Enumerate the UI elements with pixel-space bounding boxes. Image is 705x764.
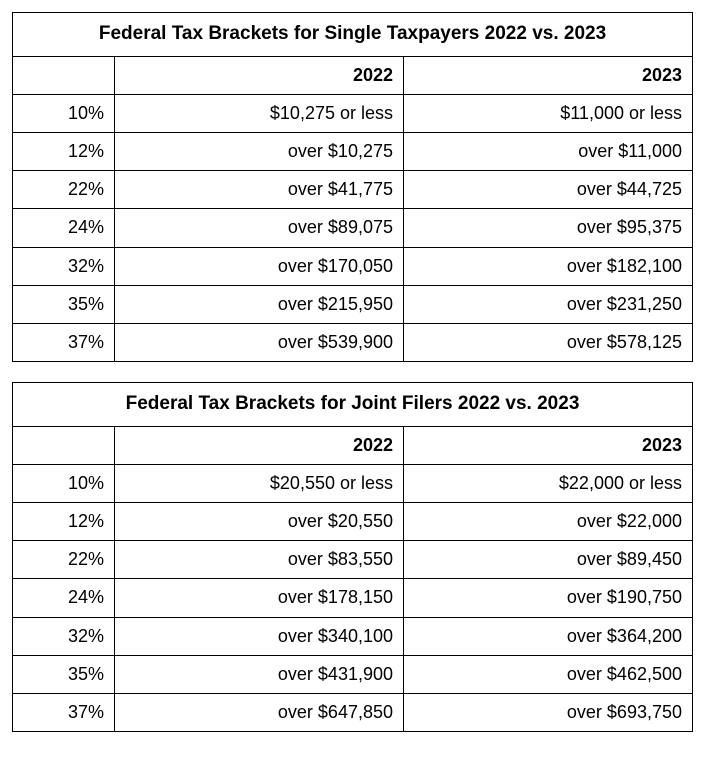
table-row: 37% over $647,850 over $693,750 bbox=[13, 694, 693, 732]
cell-rate: 12% bbox=[13, 132, 115, 170]
col-header-2023: 2023 bbox=[404, 426, 693, 464]
cell-2022: over $83,550 bbox=[115, 541, 404, 579]
cell-2022: over $340,100 bbox=[115, 617, 404, 655]
cell-2022: over $215,950 bbox=[115, 285, 404, 323]
table-row: 24% over $178,150 over $190,750 bbox=[13, 579, 693, 617]
cell-2022: over $647,850 bbox=[115, 694, 404, 732]
cell-rate: 22% bbox=[13, 171, 115, 209]
cell-rate: 35% bbox=[13, 285, 115, 323]
cell-2022: over $539,900 bbox=[115, 323, 404, 361]
cell-rate: 32% bbox=[13, 617, 115, 655]
table-row: 35% over $431,900 over $462,500 bbox=[13, 655, 693, 693]
table-title: Federal Tax Brackets for Joint Filers 20… bbox=[13, 383, 693, 427]
cell-2022: over $41,775 bbox=[115, 171, 404, 209]
cell-2023: over $578,125 bbox=[404, 323, 693, 361]
table-row: 32% over $170,050 over $182,100 bbox=[13, 247, 693, 285]
cell-2022: over $89,075 bbox=[115, 209, 404, 247]
col-header-2022: 2022 bbox=[115, 426, 404, 464]
table-row: 37% over $539,900 over $578,125 bbox=[13, 323, 693, 361]
table-row: 22% over $83,550 over $89,450 bbox=[13, 541, 693, 579]
cell-2023: over $22,000 bbox=[404, 503, 693, 541]
joint-filers-table-wrap: Federal Tax Brackets for Joint Filers 20… bbox=[12, 382, 693, 732]
cell-rate: 10% bbox=[13, 94, 115, 132]
cell-2023: over $462,500 bbox=[404, 655, 693, 693]
cell-2022: $10,275 or less bbox=[115, 94, 404, 132]
table-row: 12% over $10,275 over $11,000 bbox=[13, 132, 693, 170]
table-row: 10% $10,275 or less $11,000 or less bbox=[13, 94, 693, 132]
table-row: 22% over $41,775 over $44,725 bbox=[13, 171, 693, 209]
col-header-2022: 2022 bbox=[115, 56, 404, 94]
table-row: 35% over $215,950 over $231,250 bbox=[13, 285, 693, 323]
cell-rate: 37% bbox=[13, 323, 115, 361]
cell-2023: over $231,250 bbox=[404, 285, 693, 323]
cell-2023: over $89,450 bbox=[404, 541, 693, 579]
joint-filers-table: Federal Tax Brackets for Joint Filers 20… bbox=[12, 382, 693, 732]
cell-2022: over $20,550 bbox=[115, 503, 404, 541]
table-header-row: 2022 2023 bbox=[13, 426, 693, 464]
cell-2023: over $182,100 bbox=[404, 247, 693, 285]
table-header-row: 2022 2023 bbox=[13, 56, 693, 94]
table-row: 24% over $89,075 over $95,375 bbox=[13, 209, 693, 247]
cell-rate: 32% bbox=[13, 247, 115, 285]
col-header-2023: 2023 bbox=[404, 56, 693, 94]
cell-2023: over $11,000 bbox=[404, 132, 693, 170]
cell-rate: 35% bbox=[13, 655, 115, 693]
cell-2023: $11,000 or less bbox=[404, 94, 693, 132]
cell-rate: 37% bbox=[13, 694, 115, 732]
cell-2022: over $10,275 bbox=[115, 132, 404, 170]
table-row: 10% $20,550 or less $22,000 or less bbox=[13, 464, 693, 502]
cell-rate: 10% bbox=[13, 464, 115, 502]
single-filers-table-wrap: Federal Tax Brackets for Single Taxpayer… bbox=[12, 12, 693, 362]
col-header-rate bbox=[13, 426, 115, 464]
cell-2023: over $693,750 bbox=[404, 694, 693, 732]
cell-2023: $22,000 or less bbox=[404, 464, 693, 502]
cell-rate: 12% bbox=[13, 503, 115, 541]
table-title-row: Federal Tax Brackets for Single Taxpayer… bbox=[13, 13, 693, 57]
cell-rate: 22% bbox=[13, 541, 115, 579]
cell-2022: $20,550 or less bbox=[115, 464, 404, 502]
table-title-row: Federal Tax Brackets for Joint Filers 20… bbox=[13, 383, 693, 427]
single-filers-table: Federal Tax Brackets for Single Taxpayer… bbox=[12, 12, 693, 362]
cell-2022: over $170,050 bbox=[115, 247, 404, 285]
cell-2023: over $95,375 bbox=[404, 209, 693, 247]
cell-2023: over $364,200 bbox=[404, 617, 693, 655]
cell-2022: over $178,150 bbox=[115, 579, 404, 617]
table-row: 12% over $20,550 over $22,000 bbox=[13, 503, 693, 541]
cell-rate: 24% bbox=[13, 209, 115, 247]
cell-2023: over $44,725 bbox=[404, 171, 693, 209]
cell-2023: over $190,750 bbox=[404, 579, 693, 617]
table-row: 32% over $340,100 over $364,200 bbox=[13, 617, 693, 655]
table-title: Federal Tax Brackets for Single Taxpayer… bbox=[13, 13, 693, 57]
cell-2022: over $431,900 bbox=[115, 655, 404, 693]
col-header-rate bbox=[13, 56, 115, 94]
cell-rate: 24% bbox=[13, 579, 115, 617]
